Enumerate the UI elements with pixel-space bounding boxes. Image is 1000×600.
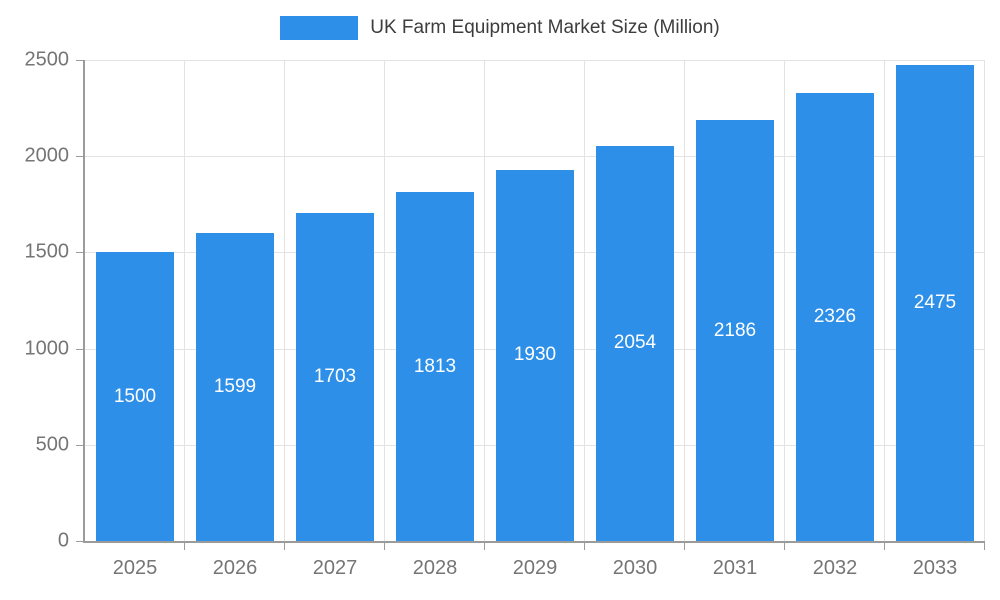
x-tick-label-2030: 2030 bbox=[612, 557, 658, 579]
bar-value-label: 2054 bbox=[613, 332, 657, 354]
x-tick-label-2027: 2027 bbox=[312, 557, 358, 579]
y-tick-label: 2500 bbox=[24, 48, 70, 71]
bar-2025: 1500 bbox=[96, 252, 174, 541]
x-tick-label-2025: 2025 bbox=[112, 557, 158, 579]
bar-2028: 1813 bbox=[396, 192, 474, 541]
gridline-horizontal bbox=[85, 60, 985, 61]
x-tick-mark bbox=[984, 543, 985, 550]
gridline-vertical bbox=[984, 60, 985, 541]
gridline-vertical bbox=[784, 60, 785, 541]
x-tick-label-2032: 2032 bbox=[812, 557, 858, 579]
gridline-vertical bbox=[384, 60, 385, 541]
y-tick-mark bbox=[76, 444, 83, 446]
x-tick-label-2029: 2029 bbox=[512, 557, 558, 579]
chart-legend[interactable]: UK Farm Equipment Market Size (Million) bbox=[0, 14, 1000, 42]
gridline-vertical bbox=[284, 60, 285, 541]
gridline-vertical bbox=[884, 60, 885, 541]
bar-value-label: 2475 bbox=[913, 291, 957, 313]
y-tick-mark bbox=[76, 348, 83, 350]
y-tick-mark bbox=[76, 156, 83, 158]
y-tick-mark bbox=[76, 60, 83, 61]
bar-value-label: 1930 bbox=[513, 344, 557, 366]
gridline-vertical bbox=[184, 60, 185, 541]
bar-value-label: 2326 bbox=[813, 306, 857, 328]
x-tick-mark bbox=[584, 543, 585, 550]
bar-value-label: 1500 bbox=[113, 385, 157, 407]
gridline-horizontal bbox=[85, 156, 985, 158]
y-tick-mark bbox=[76, 541, 83, 542]
x-tick-label-2031: 2031 bbox=[712, 557, 758, 579]
bar-2033: 2475 bbox=[896, 64, 974, 541]
x-tick-label-2026: 2026 bbox=[212, 557, 258, 579]
x-tick-mark bbox=[884, 543, 885, 550]
x-tick-label-2028: 2028 bbox=[412, 557, 458, 579]
x-tick-mark bbox=[484, 543, 485, 550]
x-tick-label-2033: 2033 bbox=[912, 557, 958, 579]
y-tick-label: 500 bbox=[35, 433, 69, 456]
y-axis-line bbox=[83, 60, 85, 543]
y-tick-label: 0 bbox=[57, 529, 69, 552]
legend-label: UK Farm Equipment Market Size (Million) bbox=[370, 17, 720, 38]
x-tick-mark bbox=[784, 543, 785, 550]
bar-2032: 2326 bbox=[796, 93, 874, 541]
y-tick-mark bbox=[76, 252, 83, 254]
bar-2027: 1703 bbox=[296, 213, 374, 541]
x-axis-line bbox=[83, 541, 985, 543]
gridline-vertical bbox=[484, 60, 485, 541]
y-tick-label: 2000 bbox=[24, 144, 70, 167]
bar-2030: 2054 bbox=[596, 145, 674, 541]
x-tick-mark bbox=[184, 543, 185, 550]
bar-value-label: 1703 bbox=[313, 366, 357, 388]
bar-value-label: 2186 bbox=[713, 319, 757, 341]
bar-2026: 1599 bbox=[196, 233, 274, 541]
bar-2031: 2186 bbox=[696, 120, 774, 541]
y-tick-label: 1500 bbox=[24, 240, 70, 263]
plot-area: 0 500 1000 1500 2000 2500 1500 2025 1599 2026 1703… bbox=[25, 49, 985, 579]
gridline-vertical bbox=[684, 60, 685, 541]
x-tick-mark bbox=[284, 543, 285, 550]
bar-2029: 1930 bbox=[496, 169, 574, 541]
x-tick-mark bbox=[684, 543, 685, 550]
bar-value-label: 1813 bbox=[413, 355, 457, 377]
y-tick-label: 1000 bbox=[24, 337, 70, 360]
bar-value-label: 1599 bbox=[213, 376, 257, 398]
gridline-vertical bbox=[584, 60, 585, 541]
legend-swatch bbox=[280, 16, 359, 40]
x-tick-mark bbox=[384, 543, 385, 550]
